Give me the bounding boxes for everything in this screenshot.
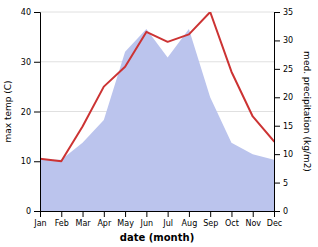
tick-mark xyxy=(34,112,40,113)
tick-mark xyxy=(146,211,147,217)
tick: 5 xyxy=(274,179,288,188)
tick: 0 xyxy=(26,207,40,216)
tick: 30 xyxy=(274,36,293,45)
axis-line xyxy=(41,212,275,218)
tick: 30 xyxy=(21,58,40,67)
tick-mark xyxy=(274,154,280,155)
tick-mark xyxy=(274,69,280,70)
tick: Nov xyxy=(245,211,261,228)
y2-axis: 0 5 10 15 20 25 30 35 xyxy=(274,8,293,216)
tick-mark xyxy=(231,211,232,217)
tick-mark xyxy=(34,12,40,13)
tick-mark xyxy=(83,211,84,217)
line xyxy=(40,12,274,161)
tick-mark xyxy=(61,211,62,217)
tick-label: 30 xyxy=(283,36,293,45)
tick: Dec xyxy=(267,211,282,228)
tick-label: Aug xyxy=(182,219,198,228)
x-axis: Jan Feb Mar Apr May Jun Jul Aug Sep Oct Nov Dec xyxy=(33,211,282,228)
tick-label: May xyxy=(117,219,134,228)
y-axis: 0 10 20 30 40 xyxy=(21,8,41,216)
tick-mark xyxy=(34,161,40,162)
tick: May xyxy=(117,211,134,228)
tick: 20 xyxy=(21,108,40,117)
tick-mark xyxy=(274,126,280,127)
tick-label: 0 xyxy=(26,207,31,216)
tick-mark xyxy=(125,211,126,217)
tick-label: Sep xyxy=(203,219,218,228)
tick-label: 25 xyxy=(283,65,293,74)
tick: Jul xyxy=(162,211,173,228)
tick-label: Oct xyxy=(225,219,239,228)
tick-mark xyxy=(34,62,40,63)
tick: Sep xyxy=(203,211,218,228)
axis-line xyxy=(275,13,281,212)
tick: Mar xyxy=(75,211,91,228)
grid-line xyxy=(40,12,274,13)
tick-mark xyxy=(274,12,280,13)
tick-label: 20 xyxy=(21,108,31,117)
axis-line xyxy=(34,13,41,212)
tick-mark xyxy=(274,183,280,184)
tick: 15 xyxy=(274,122,293,131)
area xyxy=(40,29,274,211)
y2-axis-title: med. precipitation (kg/m2) xyxy=(302,51,312,172)
tick-label: 30 xyxy=(21,58,31,67)
plot: JanFebMarAprMayJunJulAugSepOctNovDec0102… xyxy=(3,8,312,243)
tick-label: Feb xyxy=(55,219,69,228)
tick-label: 10 xyxy=(283,150,293,159)
tick-label: Dec xyxy=(267,219,282,228)
tick-label: 35 xyxy=(283,8,293,17)
tick: Oct xyxy=(225,211,239,228)
tick-label: 20 xyxy=(283,93,293,102)
tick-label: 0 xyxy=(283,207,288,216)
tick-label: Apr xyxy=(97,219,112,228)
x-axis-title: date (month) xyxy=(120,232,194,243)
tick-mark xyxy=(274,97,280,98)
tick-label: 15 xyxy=(283,122,293,131)
tick: Apr xyxy=(97,211,112,228)
tick-mark xyxy=(274,40,280,41)
tick: 10 xyxy=(21,157,40,166)
tick: 40 xyxy=(21,8,40,17)
tick-mark xyxy=(253,211,254,217)
tick-mark xyxy=(34,211,40,212)
y-axis-title: max temp (C) xyxy=(3,80,13,142)
tick-mark xyxy=(104,211,105,217)
tick: Aug xyxy=(182,211,198,228)
tick: 35 xyxy=(274,8,293,17)
tick: 25 xyxy=(274,65,293,74)
tick: Jan xyxy=(33,211,46,228)
tick-label: Jun xyxy=(140,219,154,228)
tick: 10 xyxy=(274,150,293,159)
tick-label: 40 xyxy=(21,8,31,17)
tick-label: Jul xyxy=(162,219,173,228)
tick: Feb xyxy=(55,211,69,228)
tick-label: 10 xyxy=(21,157,31,166)
tick-mark xyxy=(189,211,190,217)
tick: 0 xyxy=(274,207,288,216)
tick-label: Mar xyxy=(75,219,91,228)
marks xyxy=(40,12,274,211)
grid xyxy=(40,12,274,211)
tick-label: Nov xyxy=(245,219,261,228)
tick-mark xyxy=(168,211,169,217)
chart: JanFebMarAprMayJunJulAugSepOctNovDec0102… xyxy=(0,0,318,247)
tick: 20 xyxy=(274,93,293,102)
tick: Jun xyxy=(140,211,154,228)
tick-label: 5 xyxy=(283,179,288,188)
tick-label: Jan xyxy=(33,219,46,228)
tick-mark xyxy=(210,211,211,217)
tick-mark xyxy=(274,211,280,212)
